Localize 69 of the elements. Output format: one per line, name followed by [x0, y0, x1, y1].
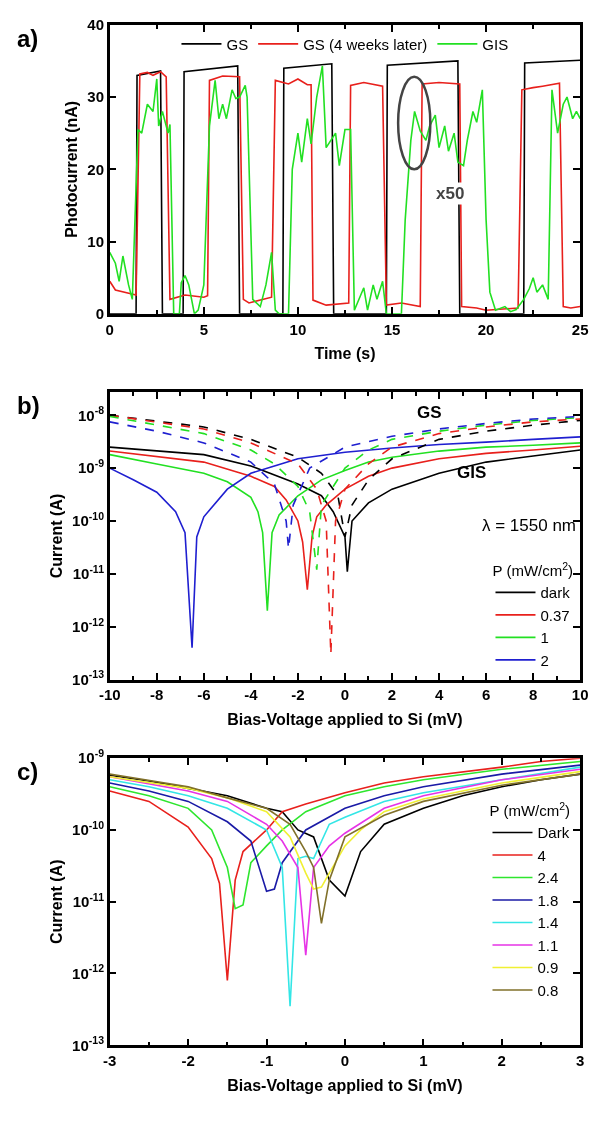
legend-label: 1.8 — [537, 891, 559, 909]
x-tick-label: 2 — [497, 1052, 506, 1070]
y-tick-label: 10$^{-12}$ — [72, 615, 105, 635]
y-tick-label: 0 — [95, 305, 104, 323]
x-tick-label: 10 — [571, 686, 589, 704]
x-tick-label: -3 — [103, 1052, 117, 1070]
y-tick-label: 10 — [87, 232, 104, 250]
y-tick-label: 30 — [87, 88, 104, 106]
x-tick-label: 2 — [387, 686, 397, 704]
text: a) — [17, 25, 39, 52]
y-tick-label: 10$^{-10}$ — [72, 509, 105, 530]
legend-label: 0.37 — [540, 606, 570, 624]
y-tick-label: 10$^{-11}$ — [72, 562, 105, 583]
legend-label: GIS — [482, 35, 509, 53]
y-tick-label: 10$^{-13}$ — [72, 668, 105, 688]
x-tick-label: 25 — [571, 320, 589, 338]
annotation: x50 — [436, 184, 465, 203]
x-tick-label: 1 — [419, 1052, 428, 1070]
x-axis-title: Bias-Voltage applied to Si (mV) — [227, 710, 463, 728]
x-tick-label: -8 — [150, 686, 164, 704]
text: c) — [17, 758, 39, 785]
legend-label: 0.9 — [537, 959, 559, 977]
y-tick-label: 10$^{-9}$ — [77, 457, 105, 477]
x-tick-label: 10 — [289, 320, 307, 338]
x-tick-label: 0 — [340, 1052, 350, 1070]
y-axis-title: Current (A) — [48, 493, 66, 579]
legend-label: GS — [226, 35, 249, 53]
x-tick-label: 8 — [528, 686, 538, 704]
legend-title: P (mW/cm$^{2}$) — [492, 559, 574, 580]
y-tick-label: 10$^{-10}$ — [72, 818, 105, 839]
x-tick-label: 0 — [340, 686, 350, 704]
legend-label: dark — [540, 584, 571, 602]
legend-label: 1 — [540, 629, 549, 647]
annotation: GS — [417, 403, 442, 422]
legend-label: Dark — [537, 824, 570, 842]
x-tick-label: 5 — [199, 320, 208, 338]
x-tick-label: 15 — [383, 320, 401, 338]
x-tick-label: -1 — [259, 1052, 274, 1070]
x-tick-label: -4 — [244, 686, 259, 704]
annotation: GIS — [457, 463, 487, 482]
legend-label: 0.8 — [537, 981, 559, 999]
y-tick-label: 10$^{-9}$ — [77, 747, 105, 767]
y-tick-label: 40 — [87, 16, 104, 34]
legend-label: 2 — [540, 651, 549, 669]
legend-label: GS (4 weeks later) — [303, 35, 428, 53]
x-tick-label: 20 — [477, 320, 495, 338]
x-tick-label: 6 — [481, 686, 491, 704]
x-tick-label: -2 — [181, 1052, 195, 1070]
legend-title: P (mW/cm$^{2}$) — [489, 799, 571, 820]
x-axis-title: Bias-Voltage applied to Si (mV) — [227, 1076, 463, 1094]
y-tick-label: 10$^{-8}$ — [77, 404, 105, 424]
text: b) — [17, 392, 40, 419]
y-tick-label: 10$^{-12}$ — [72, 962, 105, 982]
x-tick-label: -6 — [197, 686, 211, 704]
legend-label: 1.1 — [537, 936, 559, 954]
x-tick-label: 4 — [434, 686, 444, 704]
annotation: λ = 1550 nm — [482, 516, 577, 535]
x-axis-title: Time (s) — [314, 345, 376, 363]
x-tick-label: -2 — [291, 686, 305, 704]
x-tick-label: -10 — [98, 686, 121, 704]
y-tick-label: 10$^{-11}$ — [72, 890, 105, 910]
y-tick-label: 10$^{-13}$ — [72, 1034, 105, 1054]
legend-label: 1.4 — [537, 914, 559, 932]
x-tick-label: 3 — [576, 1052, 585, 1070]
y-tick-label: 20 — [87, 160, 104, 178]
legend-label: 4 — [537, 846, 546, 864]
y-axis-title: Current (A) — [48, 859, 66, 944]
y-axis-title: Photocurrent (nA) — [63, 100, 81, 238]
legend-label: 2.4 — [537, 869, 559, 887]
